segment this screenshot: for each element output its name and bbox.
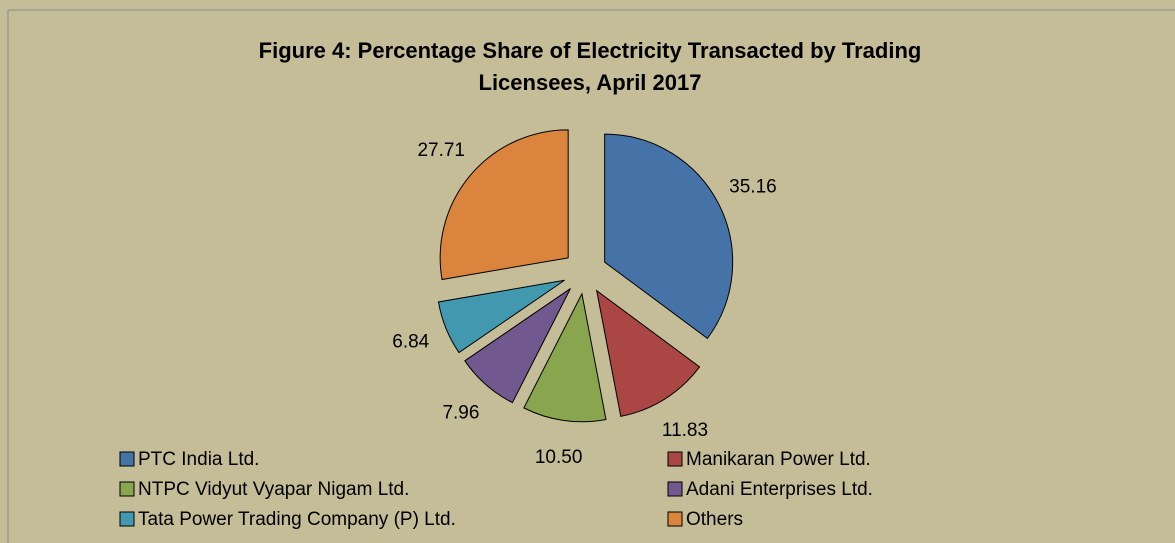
pie-slice [439,129,569,281]
legend-label: PTC India Ltd. [138,449,259,470]
pie-slice [437,279,565,354]
legend-swatch [667,481,683,497]
legend-swatch [119,451,135,467]
pie-slice [604,133,734,340]
legend-swatch [667,451,683,467]
chart-title: Licensees, April 2017 [479,70,702,95]
chart-title: Figure 4: Percentage Share of Electricit… [259,38,922,63]
legend-label: NTPC Vidyut Vyapar Nigam Ltd. [138,479,409,500]
legend-swatch [119,481,135,497]
data-label: 7.96 [442,402,479,423]
legend-label: Tata Power Trading Company (P) Ltd. [138,509,456,530]
legend-swatch [667,511,683,527]
data-label: 35.16 [729,177,777,198]
data-label: 27.71 [417,140,465,161]
data-label: 10.50 [535,447,583,468]
legend-label: Adani Enterprises Ltd. [686,479,873,500]
data-label: 6.84 [392,332,429,353]
pie-slice [464,288,571,404]
pie-slice [595,289,701,417]
legend-label: Others [686,509,743,530]
pie-slice [523,292,607,423]
data-label: 11.83 [662,420,708,441]
legend-swatch [119,511,135,527]
legend-label: Manikaran Power Ltd. [686,449,871,470]
